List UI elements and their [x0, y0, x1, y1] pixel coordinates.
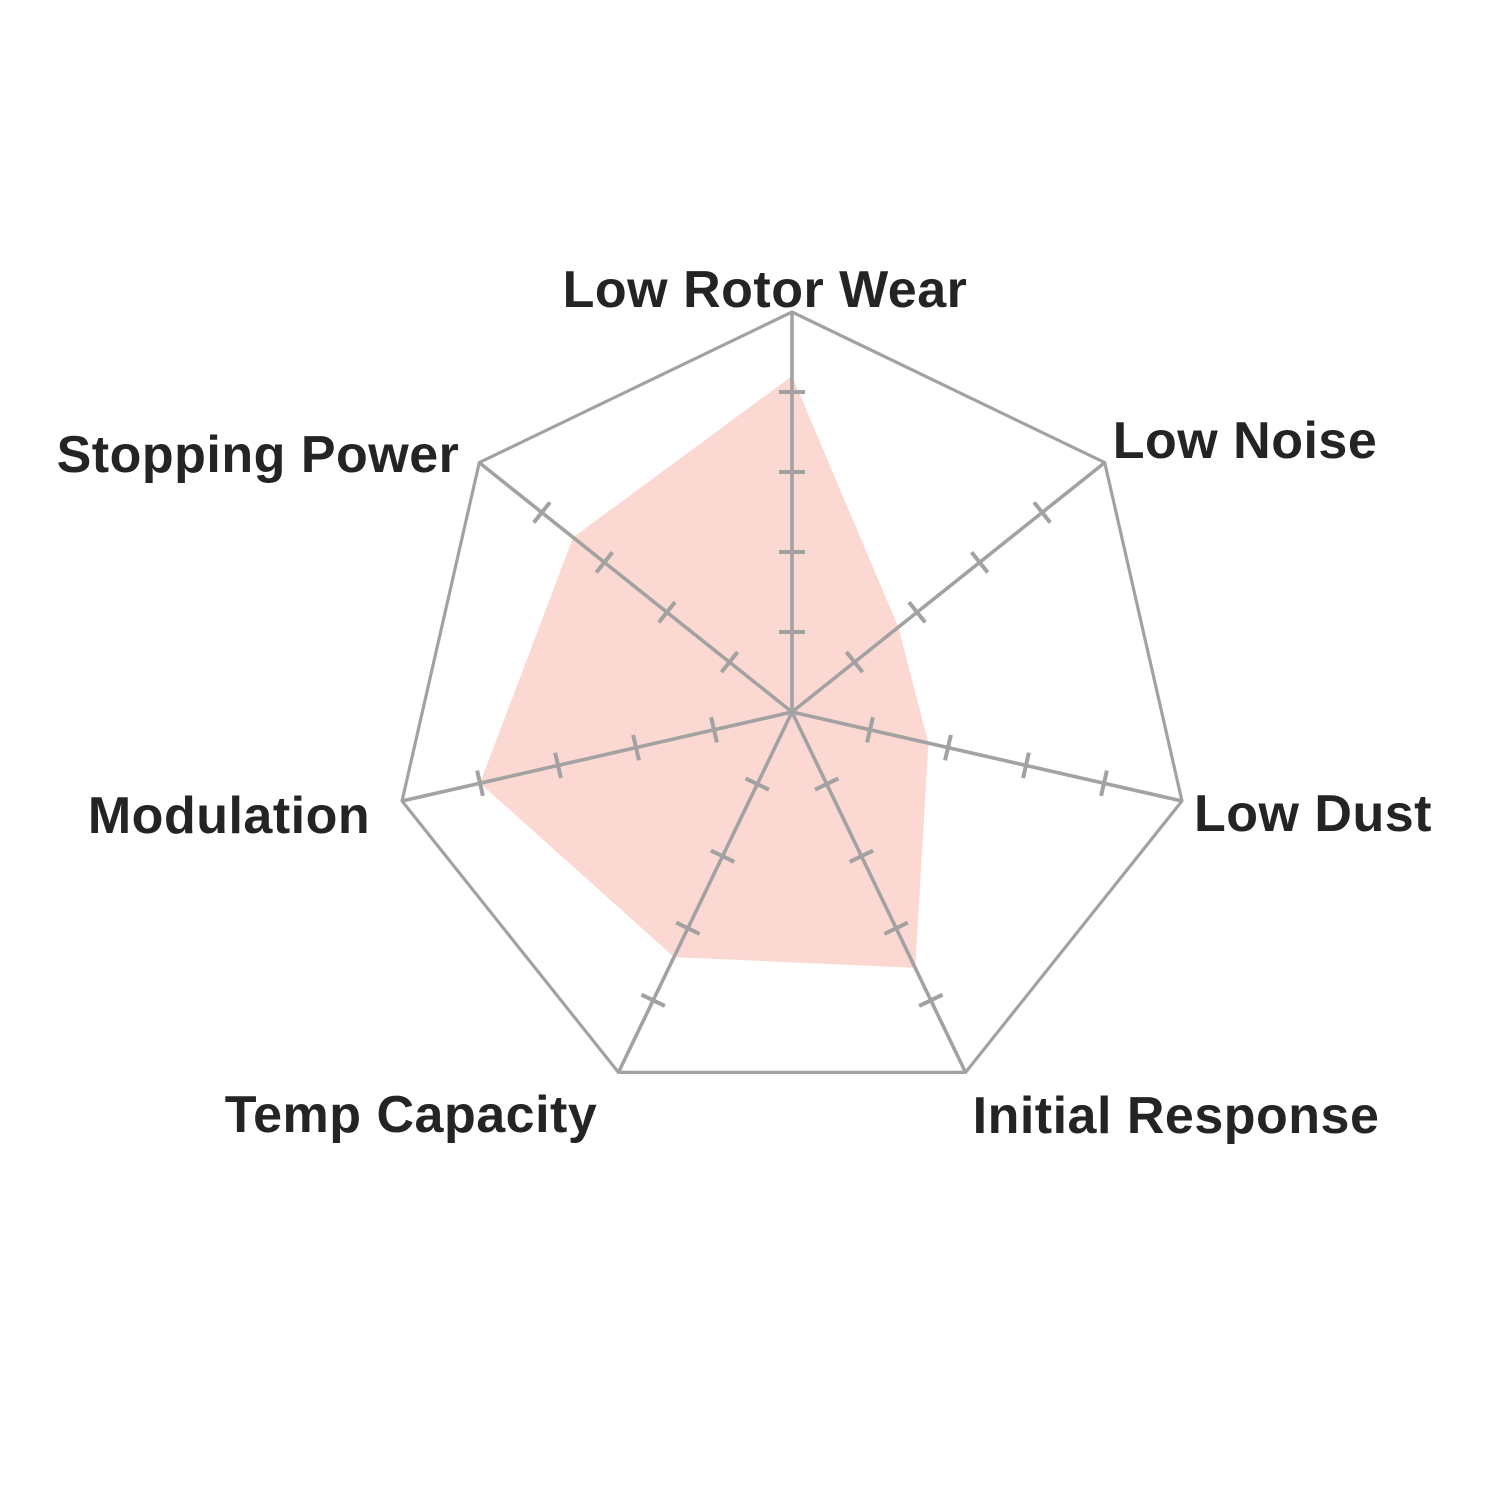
radar-tick-4-2: [709, 848, 736, 864]
radar-tick-3-4: [918, 992, 944, 1008]
axis-label-stopping-power: Stopping Power: [56, 426, 460, 484]
radar-axis-1: [790, 461, 1106, 714]
radar-tick-5-3: [553, 752, 563, 779]
radar-tick-1-4: [1032, 501, 1052, 524]
radar-tick-3-1: [814, 776, 840, 792]
radar-tick-2-2: [943, 734, 953, 761]
radar-tick-5-1: [709, 716, 719, 743]
axis-label-modulation: Modulation: [87, 787, 371, 845]
axis-label-temp-capacity: Temp Capacity: [224, 1086, 598, 1144]
radar-tick-4-4: [640, 992, 666, 1008]
radar-tick-2-1: [865, 716, 875, 743]
radar-tick-4-3: [675, 920, 701, 936]
radar-tick-1-2: [907, 600, 927, 624]
radar-axis-2: [791, 710, 1183, 803]
radar-tick-6-4: [532, 501, 552, 524]
radar-outline: [400, 310, 1184, 1074]
axis-label-low-noise: Low Noise: [1112, 412, 1378, 470]
radar-tick-3-2: [848, 848, 875, 864]
radar-tick-6-1: [719, 650, 740, 674]
radar-tick-1-3: [969, 550, 990, 574]
radar-tick-1-1: [844, 650, 865, 674]
radar-tick-4-1: [744, 776, 770, 792]
axis-label-low-dust: Low Dust: [1194, 785, 1432, 843]
radar-tick-5-2: [631, 734, 641, 761]
radar-tick-5-4: [475, 770, 485, 797]
radar-axis-3: [790, 711, 968, 1074]
axis-label-initial-response: Initial Response: [972, 1087, 1380, 1145]
radar-axis-4: [616, 711, 794, 1074]
radar-tick-6-3: [594, 550, 615, 574]
axis-label-low-rotor-wear: Low Rotor Wear: [562, 261, 968, 319]
radar-axis-5: [401, 710, 793, 803]
radar-axis-6: [478, 461, 794, 714]
radar-data-polygon: [480, 376, 929, 968]
radar-tick-3-3: [883, 920, 909, 936]
radar-tick-2-3: [1021, 752, 1031, 779]
radar-tick-6-2: [657, 600, 677, 624]
radar-tick-2-4: [1099, 770, 1109, 797]
